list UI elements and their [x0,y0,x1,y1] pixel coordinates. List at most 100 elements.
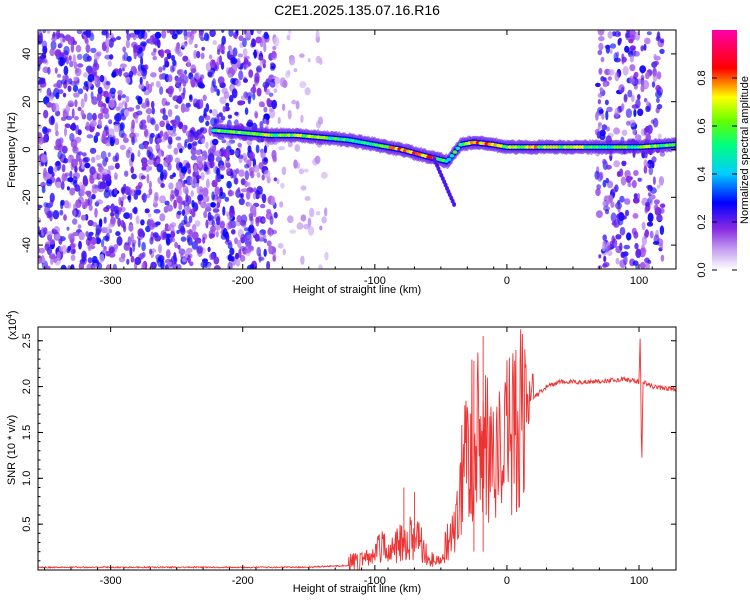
spectrogram-noise-mark [130,232,134,243]
spectrogram-noise-mark [117,90,123,96]
spectrogram-right-noise-mark [659,203,666,208]
spectrogram-noise-mark [101,168,109,175]
spectrogram-noise-mark [55,130,59,137]
spectrogram-noise-mark [196,50,201,59]
spectrogram-noise-mark [174,157,181,164]
spectrogram-noise-mark [72,85,79,92]
spectrogram-noise-mark [216,56,223,65]
spectrogram-noise-mark [150,119,156,126]
spectrogram-noise-mark [128,70,134,78]
spectrogram-noise-mark [210,225,217,232]
spectrogram-sparse-noise-mark [319,225,323,231]
spectrogram-noise-mark [245,92,249,101]
spectrogram-noise-mark [112,135,116,141]
spectrogram-sparse-noise-mark [286,34,291,41]
spectrogram-noise-mark [268,227,272,235]
spectrogram-noise-mark [117,217,121,227]
spectrogram-noise-mark [49,48,55,57]
spectrogram-sparse-noise-mark [295,100,300,110]
spectrogram-noise-mark [193,49,198,59]
spectrogram-noise-mark [183,179,188,184]
spectrogram-noise-mark [243,60,247,70]
spectrogram-sparse-noise-mark [307,217,312,227]
spectrogram-noise-mark [137,150,141,158]
spectrogram-noise-mark [263,169,271,179]
spectrogram-right-noise-mark [605,164,612,170]
spectrogram-noise-mark [233,120,238,125]
snr-y-scale-exponent: 4 [5,314,14,319]
spectrogram-noise-mark [107,32,114,39]
spectrogram-noise-mark [71,108,75,119]
spectrogram-right-noise-mark [607,250,613,257]
spectrogram-noise-mark [41,258,46,263]
spectrogram-noise-mark [97,100,104,108]
spectrogram-noise-mark [196,245,204,254]
spectrogram-noise-mark [191,224,197,232]
spectrogram-right-noise-mark [628,75,635,85]
spectrogram-noise-mark [44,205,51,216]
spectrogram-noise-mark [128,186,132,195]
spectrogram-noise-mark [248,167,255,173]
spectrogram-noise-mark [46,231,53,238]
spectrogram-noise-mark [92,222,98,227]
spectrogram-right-noise-mark [605,177,610,184]
spectrogram-noise-mark [123,72,130,78]
spectrogram-noise-mark [86,134,94,139]
spectrogram-sparse-noise-mark [281,166,287,176]
spectrogram-noise-mark [200,156,206,162]
spectrogram-right-noise-mark [618,212,625,222]
spectrogram-noise-mark [89,120,97,127]
spectrogram-noise-mark [180,103,186,113]
spectrogram-noise-mark [153,209,161,214]
spectrogram-noise-mark [212,78,217,88]
spectrogram-noise-mark [121,94,127,99]
spectrogram-noise-mark [113,187,118,195]
spectrogram-noise-mark [269,109,276,119]
spectrogram-noise-mark [75,124,79,135]
spectrogram-noise-mark [180,42,188,48]
spectrogram-noise-mark [51,229,58,235]
spectrogram-right-noise-mark [598,109,604,114]
colorbar-gradient [712,30,737,270]
spectrogram-right-noise-mark [625,175,632,184]
spectrogram-right-noise-mark [643,43,647,51]
spectrogram-noise-mark [193,164,198,173]
spectrogram-noise-mark [85,121,90,132]
spectrogram-right-noise-mark [659,48,665,55]
spectrogram-noise-mark [137,50,144,59]
spectrogram-noise-mark [60,181,65,190]
spectrogram-right-noise-mark [619,226,626,236]
spectrogram-noise-mark [218,192,226,199]
spectrogram-noise-mark [116,69,123,74]
spectrogram-noise-mark [181,200,186,206]
spectrogram-noise-mark [240,188,248,193]
spectrogram-noise-mark [180,166,188,174]
spectrogram-right-noise-mark [622,251,629,257]
spectrogram-noise-mark [226,180,232,189]
spectrogram-noise-mark [127,236,132,246]
spectrogram-noise-mark [137,228,144,237]
spectrogram-noise-mark [167,162,172,171]
spectrogram-right-noise-mark [595,210,603,219]
spectrogram-noise-mark [244,243,252,254]
spectrogram-noise-mark [176,229,180,235]
colorbar-tick-label: 0.6 [696,118,708,133]
spectrogram-right-noise-mark [645,100,650,106]
spectrogram-noise-mark [175,77,180,87]
spectrogram-noise-mark [235,258,241,267]
spectrogram-noise-mark [190,64,197,74]
spectrogram-noise-mark [210,86,215,94]
spectrogram-right-noise-mark [613,127,621,135]
spectrogram-sparse-noise-mark [277,117,281,124]
spectrogram-noise-mark [40,181,46,188]
spectrogram-right-noise-mark [597,122,602,127]
spectrogram-noise-mark [131,173,137,180]
spectrogram-noise-mark [93,135,99,144]
spectrogram-noise-mark [182,55,189,62]
spectrogram-noise-mark [263,118,267,124]
spectrogram-noise-mark [118,256,126,263]
spectrogram-noise-mark [249,151,256,160]
spectrogram-noise-mark [61,164,66,173]
spectrogram-noise-mark [152,232,159,238]
spectrogram-noise-mark [167,109,173,117]
